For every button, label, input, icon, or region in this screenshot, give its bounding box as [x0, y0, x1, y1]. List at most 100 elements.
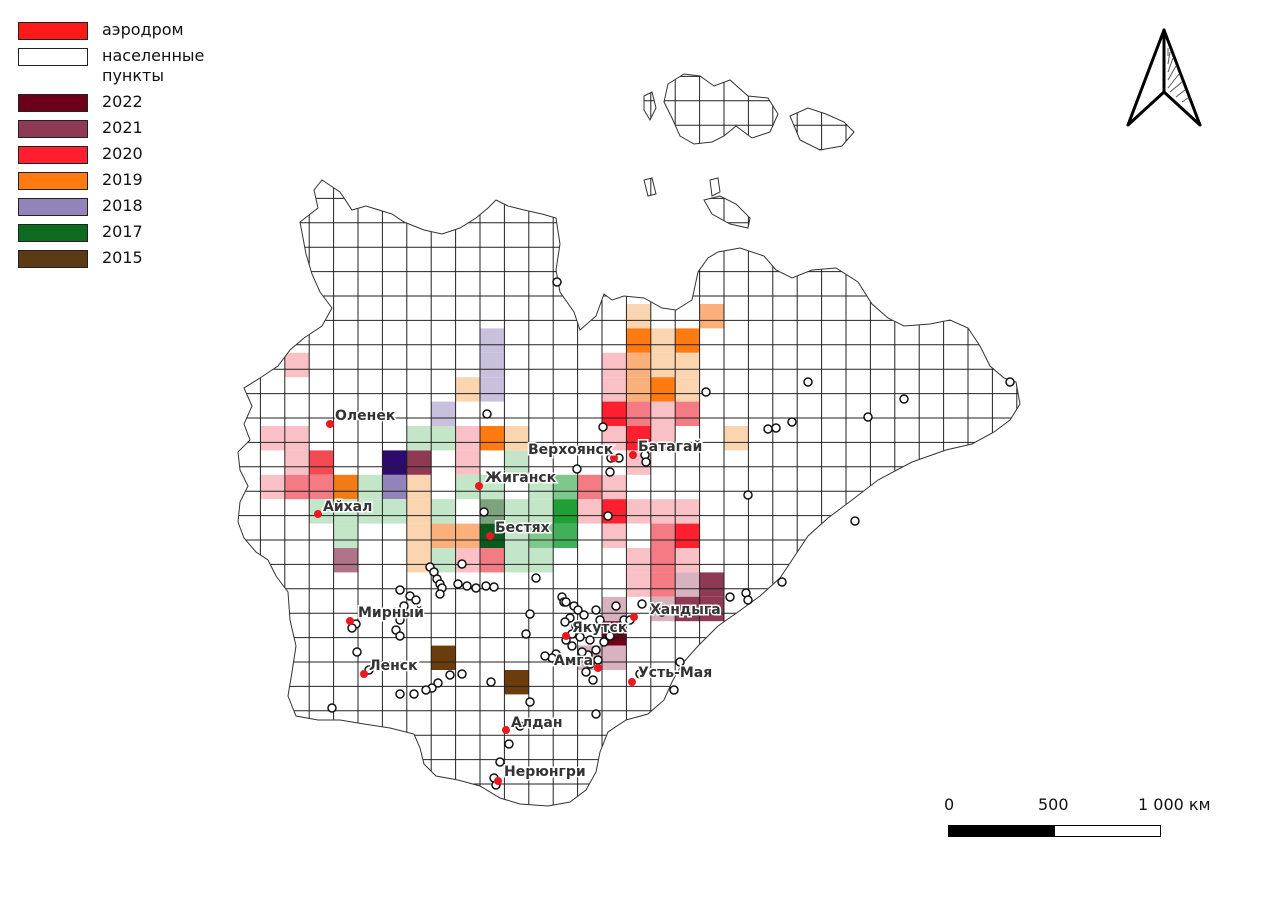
scale-label-0: 0: [944, 795, 955, 814]
city-label: Айхал: [323, 499, 372, 515]
grid-cell: [528, 523, 554, 548]
city-label: Ленск: [369, 658, 418, 674]
legend-swatch: [18, 146, 88, 164]
airfield-point: [628, 678, 636, 686]
airfield-point: [629, 451, 637, 459]
grid-cell: [528, 548, 554, 573]
city-label: Бестях: [495, 520, 550, 536]
settlement-point: [599, 637, 609, 647]
grid-cell: [602, 352, 627, 378]
grid-cell: [675, 401, 700, 426]
grid-cell: [260, 426, 285, 451]
airfield-point: [486, 532, 494, 540]
settlement-point: [471, 583, 481, 593]
grid-cell: [309, 474, 334, 500]
settlement-point: [352, 647, 362, 657]
grid-cell: [333, 548, 358, 573]
grid-cell: [406, 474, 432, 500]
settlement-point: [489, 582, 499, 592]
legend-item: 2017: [18, 222, 222, 242]
city-label: Батагай: [638, 439, 702, 455]
city-label: Верхоянск: [528, 442, 614, 458]
grid-cell: [333, 523, 358, 548]
settlement-point: [462, 581, 472, 591]
settlement-point: [585, 635, 595, 645]
grid-cell: [650, 328, 676, 353]
grid-cell: [699, 596, 724, 622]
legend-item: 2015: [18, 248, 222, 268]
airfield-point: [326, 420, 334, 428]
legend-label: населенные пункты: [102, 46, 205, 85]
settlement-point: [453, 579, 463, 589]
grid-cell: [431, 523, 456, 548]
grid-cell: [602, 645, 627, 670]
grid-cell: [406, 450, 432, 475]
settlement-point: [573, 605, 583, 615]
airfield-point: [502, 726, 510, 734]
grid-cell: [260, 474, 285, 500]
grid-cell: [382, 474, 407, 500]
city-label: Хандыга: [650, 602, 721, 618]
settlement-point: [409, 689, 419, 699]
settlement-point: [591, 605, 601, 615]
grid-cell: [431, 426, 456, 451]
airfield-point: [360, 670, 368, 678]
grid-cell: [480, 377, 505, 402]
settlement-point: [777, 577, 787, 587]
settlement-point: [525, 609, 535, 619]
settlement-point: [1005, 377, 1015, 387]
legend-swatch: [18, 224, 88, 242]
settlement-point: [771, 423, 781, 433]
city-label: Якутск: [572, 620, 628, 636]
city-label: Жиганск: [485, 470, 557, 486]
settlement-point: [495, 757, 505, 767]
legend-item: населенные пункты: [18, 46, 222, 86]
settlement-point: [635, 669, 645, 679]
legend-label: 2015: [102, 248, 143, 267]
grid-cell: [699, 304, 724, 329]
settlement-point: [482, 409, 492, 419]
grid-cell: [431, 401, 456, 426]
airfield-points: [314, 420, 638, 785]
legend-item: 2020: [18, 144, 222, 164]
legend-label: аэродром: [102, 20, 184, 39]
settlement-point: [395, 689, 405, 699]
city-label: Усть-Мая: [638, 665, 712, 681]
settlement-point: [603, 511, 613, 521]
grid-cell: [358, 474, 383, 500]
settlement-point: [395, 585, 405, 595]
legend-item: аэродром: [18, 20, 222, 40]
island: [709, 177, 721, 197]
grid-cell: [675, 377, 700, 402]
settlement-point: [561, 597, 571, 607]
settlement-point: [743, 595, 753, 605]
scale-label-500: 500: [1038, 795, 1069, 814]
settlement-point: [743, 490, 753, 500]
settlement-point: [595, 615, 605, 625]
settlement-point: [457, 559, 467, 569]
settlement-point: [411, 595, 421, 605]
scale-bar-black: [948, 825, 1055, 837]
settlement-point: [585, 659, 595, 669]
legend-swatch: [18, 48, 88, 66]
legend: аэродром населенные пункты 2022 2021 2020 201…: [18, 20, 222, 276]
airfield-point: [314, 510, 322, 518]
grid-cell: [431, 645, 456, 670]
settlement-point: [481, 581, 491, 591]
grid-cell: [553, 474, 578, 500]
grid-cell: [406, 523, 432, 548]
grid-cell: [480, 328, 505, 353]
legend-label: 2017: [102, 222, 143, 241]
settlement-points: [327, 277, 1015, 790]
grid-cell: [650, 499, 676, 524]
settlement-point: [531, 573, 541, 583]
grid-cell: [675, 548, 700, 573]
settlement-point: [669, 685, 679, 695]
grid-cell: [528, 499, 554, 524]
grid-cell: [455, 523, 480, 548]
island: [643, 177, 657, 197]
airfield-point: [610, 454, 618, 462]
grid-cell: [553, 499, 578, 524]
settlement-point: [591, 709, 601, 719]
grid-cell: [626, 377, 651, 402]
